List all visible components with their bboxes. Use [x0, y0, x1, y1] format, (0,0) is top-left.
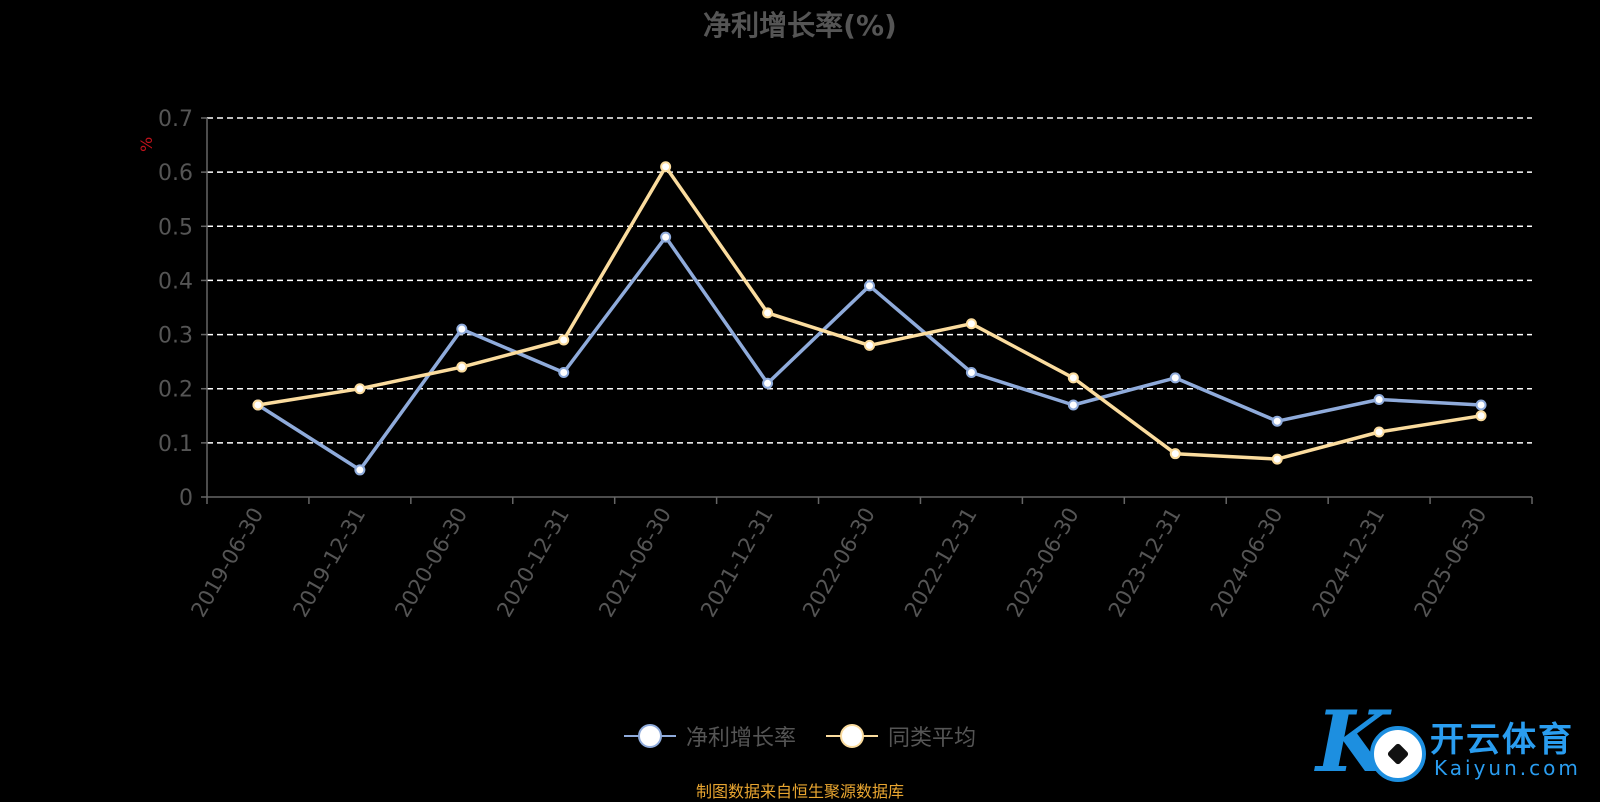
data-point — [1067, 372, 1079, 384]
data-point — [660, 231, 672, 243]
x-tick-label: 2019-12-31 — [288, 504, 370, 622]
legend-marker-icon — [623, 724, 676, 748]
y-tick-label: 0.5 — [158, 215, 193, 240]
x-tick-label: 2023-06-30 — [1002, 504, 1084, 622]
y-tick-label: 0.3 — [158, 324, 193, 349]
x-tick-label: 2021-06-30 — [594, 504, 676, 622]
line-chart: 0 0.1 0.2 0.3 0.4 0.5 0.6 0.7 2019-06-30 2019-12-… — [158, 107, 1533, 622]
data-point — [1169, 448, 1181, 460]
y-tick-label: 0.2 — [158, 378, 193, 403]
y-tick-label: 0.6 — [158, 161, 193, 186]
data-point — [1475, 410, 1487, 422]
x-tick-label: 2019-06-30 — [186, 504, 268, 622]
x-tick-label: 2020-06-30 — [390, 504, 472, 622]
legend-label: 净利增长率 — [685, 726, 796, 751]
series-line-0 — [257, 235, 1482, 472]
data-point — [456, 323, 468, 335]
data-point — [864, 339, 875, 351]
data-point — [1169, 372, 1181, 384]
x-tick-label: 2020-12-31 — [492, 504, 574, 622]
legend: 净利增长率 同类平均 — [0, 720, 1600, 752]
legend-marker-icon — [826, 724, 878, 748]
data-point — [762, 307, 774, 319]
data-point — [1271, 415, 1283, 427]
x-tick-label: 2022-06-30 — [798, 504, 880, 622]
brand-logo: K 开云体育 Kaiyun.com — [1316, 700, 1596, 790]
data-point — [965, 366, 977, 378]
logo-domain: Kaiyun.com — [1434, 756, 1581, 780]
chart-title: 净利增长率(%) — [703, 9, 897, 42]
legend-item-peer-average[interactable]: 同类平均 — [826, 720, 976, 752]
y-tick-label: 0 — [179, 486, 193, 511]
data-point — [1475, 399, 1487, 411]
data-point — [354, 383, 366, 395]
x-tick-label: 2021-12-31 — [696, 504, 778, 622]
y-tick-label: 0.7 — [158, 107, 193, 132]
x-tick-label: 2023-12-31 — [1104, 504, 1186, 622]
y-tick-label: 0.1 — [158, 432, 193, 457]
data-point — [660, 161, 672, 173]
x-tick-label: 2022-12-31 — [900, 504, 982, 622]
logo-chinese-name: 开云体育 — [1430, 720, 1574, 760]
x-tick-label: 2024-06-30 — [1206, 504, 1288, 622]
data-point — [965, 318, 977, 330]
data-point — [456, 361, 468, 373]
data-source-note: 制图数据来自恒生聚源数据库 — [695, 782, 904, 801]
data-point — [1373, 426, 1385, 438]
data-point — [558, 366, 570, 378]
x-tick-label: 2024-12-31 — [1308, 504, 1390, 622]
data-point — [354, 464, 366, 476]
legend-label: 同类平均 — [888, 726, 977, 751]
data-point — [558, 334, 570, 346]
legend-item-net-profit-growth[interactable]: 净利增长率 — [623, 720, 796, 752]
soccer-ball-icon — [1370, 726, 1426, 782]
data-point — [1067, 399, 1079, 411]
x-tick-label: 2025-06-30 — [1410, 504, 1492, 622]
data-point — [1271, 453, 1283, 465]
data-point — [252, 399, 264, 411]
y-tick-label: 0.4 — [158, 269, 193, 294]
data-point — [864, 280, 875, 292]
data-point — [762, 377, 774, 389]
data-point — [1373, 394, 1385, 406]
